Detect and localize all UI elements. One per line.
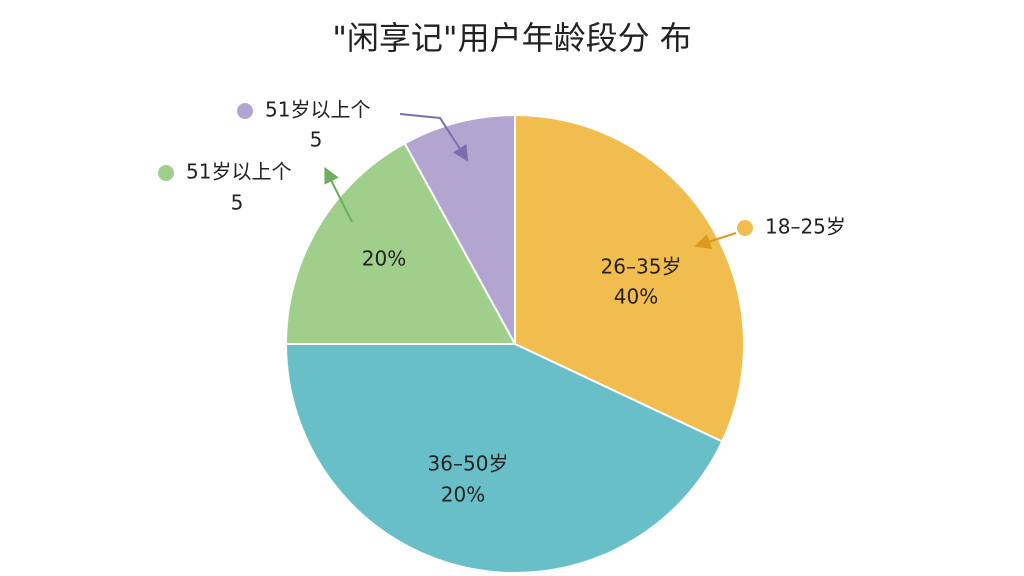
annotation: 5 (231, 191, 244, 215)
annotation-arrows (324, 113, 737, 250)
pie-slice (403, 113, 516, 345)
annotations: 18–25岁 26–35岁 40% 36–50岁 20% 20% 51岁以上个 5 51岁以上个… (158, 98, 846, 507)
annotation: 20% (441, 483, 485, 507)
arrow (694, 232, 737, 250)
annotation: 51岁以上个 (265, 98, 370, 122)
pie (284, 113, 745, 574)
chart-title: "闲享记"用户年龄段分 布 (332, 19, 692, 57)
annotation: 26–35岁 (601, 255, 682, 279)
annotation: 5 (310, 128, 323, 152)
arrow (399, 113, 469, 162)
annotation: 36–50岁 (428, 452, 509, 476)
legend-dot (237, 103, 253, 119)
legend-dot (737, 220, 753, 236)
pie-slice (284, 343, 724, 574)
arrow (324, 166, 353, 223)
annotation: 20% (362, 247, 406, 271)
pie-slice (514, 113, 745, 443)
annotation: 51岁以上个 (186, 160, 291, 184)
legend-dot (158, 165, 174, 181)
annotation: 40% (614, 285, 658, 309)
annotation: 18–25岁 (765, 215, 846, 239)
pie-slice (284, 141, 517, 345)
